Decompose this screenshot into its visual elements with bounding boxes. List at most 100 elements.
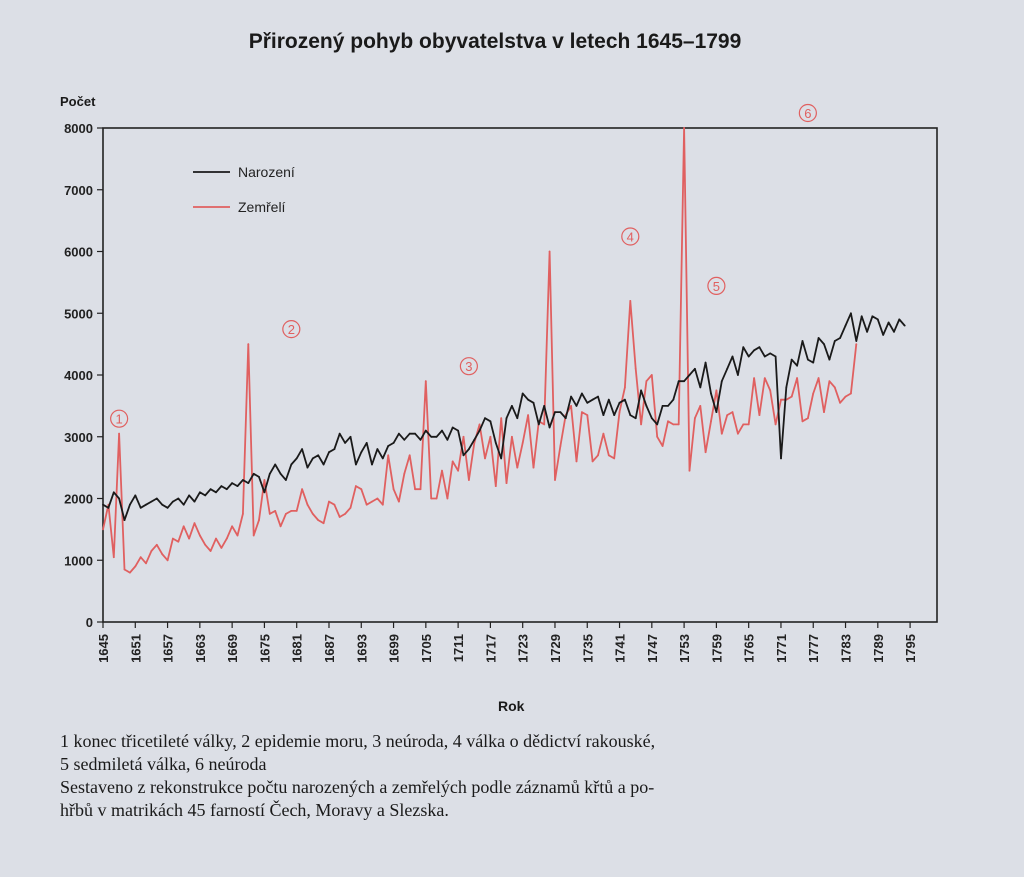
data-point (462, 435, 465, 438)
data-point (747, 355, 750, 358)
data-point (424, 380, 427, 383)
data-point (247, 343, 250, 345)
data-point (376, 497, 379, 500)
y-tick-label: 1000 (64, 553, 93, 568)
data-point (650, 417, 653, 420)
data-point (231, 482, 234, 484)
data-point (591, 460, 594, 463)
data-point (893, 330, 895, 333)
data-point (763, 355, 766, 358)
x-tick-label: 1675 (257, 634, 272, 663)
series-line-narozeni (102, 312, 906, 521)
data-point (828, 380, 831, 383)
data-point (591, 398, 594, 401)
annotation-label: 6 (804, 106, 811, 121)
data-point (258, 476, 260, 478)
data-point (903, 324, 906, 327)
data-point (500, 417, 503, 420)
data-point (441, 429, 443, 432)
data-point (441, 469, 443, 472)
data-point (796, 377, 798, 379)
data-point (532, 466, 535, 469)
data-point (710, 392, 712, 395)
data-point (586, 414, 589, 416)
data-point (258, 519, 260, 521)
data-point (435, 497, 438, 500)
data-point (521, 442, 524, 444)
data-point (688, 469, 691, 472)
y-tick-label: 4000 (64, 368, 93, 383)
data-point (548, 250, 551, 253)
x-tick-label: 1681 (290, 634, 305, 663)
data-point (328, 451, 330, 454)
data-point (220, 547, 223, 549)
data-point (381, 503, 384, 506)
data-point (704, 361, 707, 364)
data-point (311, 513, 314, 515)
data-point (570, 395, 572, 398)
data-point (833, 386, 836, 389)
data-point (812, 392, 815, 395)
data-point (295, 510, 298, 512)
data-point (220, 485, 223, 487)
data-point (742, 423, 745, 426)
data-point (484, 457, 486, 460)
data-point (118, 497, 120, 500)
data-point (597, 395, 599, 398)
caption-line-4: hřbů v matrikách 45 farností Čech, Morav… (60, 800, 449, 820)
data-point (155, 543, 158, 546)
annotation-label: 3 (465, 359, 472, 374)
annotation-circle (707, 276, 726, 295)
data-point (817, 337, 820, 339)
data-point (774, 355, 777, 358)
data-point (414, 432, 416, 435)
data-point (279, 472, 282, 475)
data-point (548, 426, 551, 429)
annotation-circle (282, 320, 301, 339)
data-point (150, 550, 153, 552)
data-point (844, 395, 847, 398)
data-point (570, 405, 572, 407)
data-point (833, 340, 836, 342)
data-point (446, 438, 449, 441)
data-point (430, 497, 433, 500)
data-point (860, 315, 863, 318)
data-point (575, 405, 578, 407)
x-tick-label: 1735 (580, 634, 595, 663)
annotation-label: 5 (713, 279, 720, 294)
data-point (521, 392, 524, 395)
data-point (322, 522, 325, 525)
data-point (215, 491, 217, 494)
data-point (898, 318, 901, 321)
data-point (112, 491, 115, 494)
data-point (129, 503, 131, 506)
data-point (645, 380, 648, 383)
data-point (785, 386, 788, 389)
data-point (559, 411, 562, 413)
data-point (747, 423, 750, 426)
data-point (807, 417, 809, 420)
data-point (430, 435, 433, 438)
data-point (758, 414, 761, 416)
data-point (285, 479, 287, 481)
data-point (876, 318, 879, 321)
data-point (295, 457, 298, 460)
data-point (134, 565, 137, 568)
x-tick-label: 1723 (516, 634, 531, 663)
data-point (188, 494, 191, 497)
x-tick-label: 1729 (548, 634, 563, 663)
data-point (871, 315, 874, 318)
data-point (446, 497, 449, 500)
data-point (177, 497, 180, 500)
x-tick-label: 1777 (806, 634, 821, 663)
data-point (225, 488, 228, 491)
data-point (694, 417, 696, 420)
data-point (780, 398, 782, 401)
data-point (742, 346, 745, 349)
data-point (344, 513, 346, 515)
data-point (710, 420, 712, 423)
data-point (457, 429, 459, 432)
data-point (613, 457, 616, 460)
data-point (699, 386, 702, 389)
